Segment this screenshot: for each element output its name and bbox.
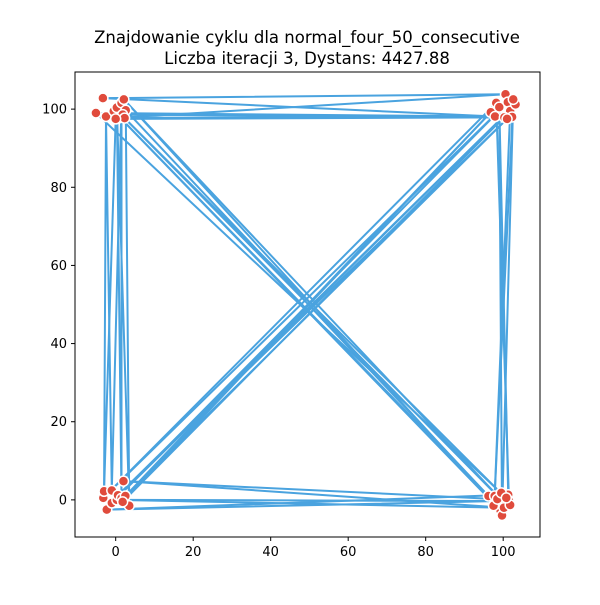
cycle-edge xyxy=(121,111,492,503)
chart-title-line-1: Znajdowanie cyklu dla normal_four_50_con… xyxy=(94,28,520,48)
x-tick-label: 80 xyxy=(417,545,434,560)
cycle-edge xyxy=(124,109,131,507)
cycle-edge xyxy=(115,498,500,503)
cycle-edge xyxy=(115,498,505,509)
cycle-edge xyxy=(121,110,512,503)
cycle-edge xyxy=(101,93,507,100)
data-point xyxy=(90,107,102,119)
data-point xyxy=(109,113,122,125)
cycle-edge xyxy=(114,116,506,120)
axes-frame xyxy=(74,71,541,538)
cycle-edge xyxy=(103,115,107,493)
y-tick-label: 100 xyxy=(42,103,67,118)
y-tick-label: 20 xyxy=(50,415,67,430)
data-point xyxy=(507,93,520,106)
cycle-edge xyxy=(501,98,515,517)
cycle-edge xyxy=(110,101,123,492)
cycle-edge xyxy=(94,112,508,499)
y-tick-label: 40 xyxy=(50,337,67,352)
x-tick-label: 100 xyxy=(491,545,516,560)
cycle-path-layer xyxy=(94,93,517,517)
cycle-edge xyxy=(123,117,510,503)
x-tick-label: 20 xyxy=(185,545,202,560)
y-tick-label: 0 xyxy=(59,493,67,508)
cycle-edge xyxy=(105,115,113,492)
cycle-edge xyxy=(115,106,123,500)
x-axis: 0 20 40 60 80 100 xyxy=(112,537,516,560)
cycle-edge xyxy=(115,106,131,507)
x-tick-label: 0 xyxy=(112,545,120,560)
point-layer xyxy=(90,88,522,522)
y-tick-label: 80 xyxy=(50,181,67,196)
data-point xyxy=(117,475,130,487)
x-tick-label: 40 xyxy=(262,545,279,560)
chart-title-line-2: Liczba iteracji 3, Dystans: 4427.88 xyxy=(164,49,450,68)
data-point xyxy=(116,496,129,508)
chart-title: Znajdowanie cyklu dla normal_four_50_con… xyxy=(94,28,520,68)
data-point xyxy=(500,492,513,504)
cycle-edge xyxy=(102,101,509,499)
data-point xyxy=(118,93,130,106)
cycle-edge xyxy=(102,101,498,499)
data-point xyxy=(97,92,109,104)
cycle-edge xyxy=(498,106,504,517)
cycle-edge xyxy=(118,93,507,119)
cycle-edge xyxy=(122,480,505,509)
data-point xyxy=(489,110,501,123)
data-point xyxy=(493,101,506,113)
y-tick-label: 60 xyxy=(50,259,67,274)
x-tick-label: 60 xyxy=(340,545,357,560)
y-axis: 0 20 40 60 80 100 xyxy=(42,103,75,508)
cycle-edge xyxy=(498,106,510,496)
data-point xyxy=(501,113,513,125)
cycle-edge xyxy=(122,480,499,501)
